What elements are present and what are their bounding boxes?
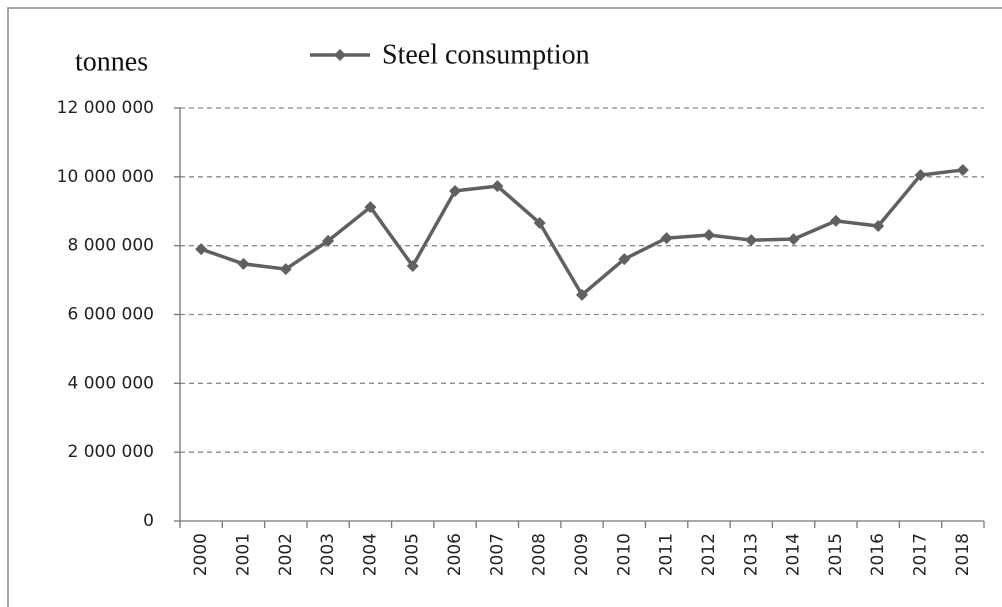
marker [787, 233, 800, 246]
marker [576, 288, 588, 301]
marker [195, 243, 208, 256]
legend-marker [334, 49, 346, 61]
y-tick-label: 8 000 000 [67, 236, 154, 256]
x-tick-label: 2008 [530, 533, 550, 576]
x-tick-label: 2018 [953, 533, 973, 576]
marker [449, 184, 462, 197]
marker [533, 216, 546, 229]
x-tick-label: 2006 [445, 533, 465, 576]
x-tick-label: 2013 [741, 533, 761, 576]
x-tick-label: 2014 [784, 533, 804, 576]
x-tick-label: 2010 [614, 533, 634, 576]
x-tick-label: 2007 [487, 533, 507, 576]
marker [279, 263, 292, 276]
marker [237, 257, 250, 270]
legend-label: Steel consumption [382, 39, 590, 70]
marker [660, 232, 673, 245]
marker [618, 253, 631, 266]
marker [702, 228, 715, 241]
x-tick-label: 2011 [657, 533, 677, 576]
x-tick-label: 2002 [276, 533, 296, 576]
x-tick-label: 2000 [191, 533, 211, 576]
y-tick-label: 12 000 000 [57, 98, 154, 118]
marker [364, 201, 377, 214]
chart-border [7, 7, 1002, 607]
marker [872, 220, 885, 233]
marker [406, 259, 419, 272]
x-tick-label: 2016 [868, 533, 888, 576]
marker [745, 234, 758, 247]
y-axis-label: tonnes [75, 46, 148, 77]
x-tick-label: 2009 [572, 533, 592, 576]
marker [322, 234, 335, 247]
x-tick-label: 2004 [360, 533, 380, 576]
y-tick-label: 6 000 000 [67, 305, 154, 325]
x-tick-label: 2001 [233, 533, 253, 576]
y-tick-label: 10 000 000 [57, 167, 154, 187]
y-tick-label: 0 [143, 511, 154, 531]
marker [914, 169, 927, 182]
marker [956, 163, 969, 176]
y-tick-label: 4 000 000 [67, 373, 154, 393]
x-tick-label: 2015 [826, 533, 846, 576]
y-tick-label: 2 000 000 [67, 442, 154, 462]
x-tick-label: 2005 [403, 533, 423, 576]
marker [829, 214, 842, 227]
x-tick-label: 2003 [318, 533, 338, 576]
marker [491, 180, 504, 193]
x-tick-label: 2012 [699, 533, 719, 576]
x-tick-label: 2017 [911, 533, 931, 576]
